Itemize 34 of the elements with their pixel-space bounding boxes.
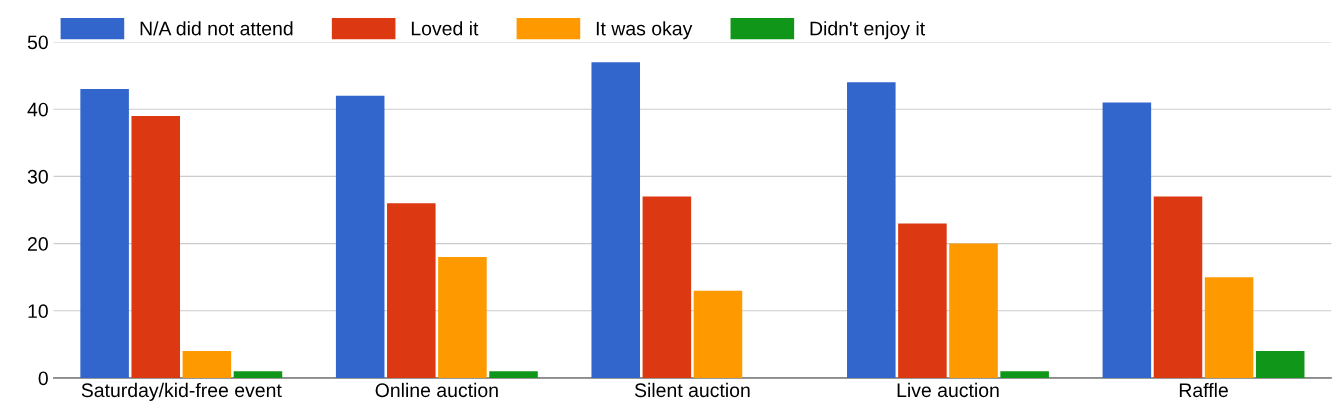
bar	[949, 243, 998, 378]
bar	[233, 371, 283, 378]
bar	[1102, 102, 1152, 378]
legend-label: It was okay	[596, 21, 693, 40]
bar	[847, 82, 896, 378]
x-tick-label: Live auction	[897, 382, 999, 398]
bar	[80, 89, 129, 378]
bar	[1153, 196, 1203, 378]
bar	[489, 371, 538, 378]
bar	[898, 223, 947, 378]
y-tick-label: 30	[27, 169, 48, 184]
y-tick-label: 0	[38, 371, 48, 386]
bar	[591, 62, 641, 378]
bar	[438, 257, 487, 378]
bar	[387, 203, 436, 378]
y-tick-label: 20	[28, 237, 48, 251]
legend-label: Loved it	[411, 21, 479, 36]
y-tick-label: 40	[27, 102, 48, 117]
bar	[131, 115, 181, 378]
x-tick-label: Saturday/kid-free event	[81, 382, 282, 401]
bar	[182, 351, 232, 378]
x-tick-label: Raffle	[1179, 382, 1228, 398]
x-tick-label: Silent auction	[634, 382, 750, 398]
x-tick-label: Online auction	[375, 382, 498, 398]
bar	[1000, 371, 1049, 378]
bar	[693, 290, 743, 378]
y-tick-label: 10	[28, 304, 48, 319]
bar	[335, 95, 385, 378]
bar	[1204, 277, 1254, 378]
legend-label: Didn't enjoy it	[810, 21, 925, 40]
legend-label: N/A did not attend	[140, 21, 293, 36]
y-tick-label: 50	[27, 35, 48, 50]
bar	[1255, 351, 1305, 378]
bar	[642, 196, 692, 378]
